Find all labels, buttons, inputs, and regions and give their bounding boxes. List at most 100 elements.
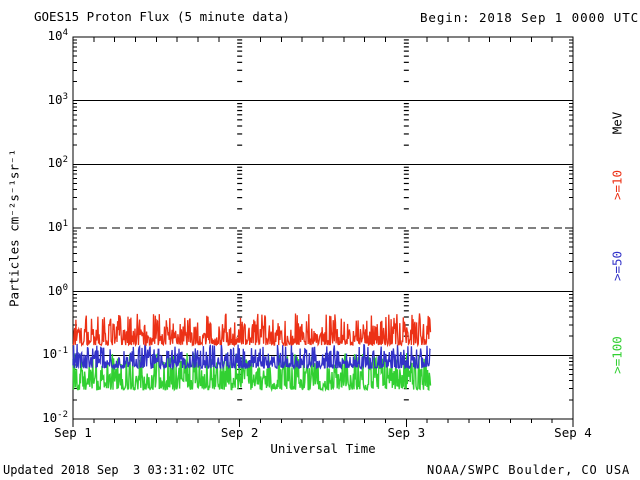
vgrid-dash [403, 61, 409, 63]
vgrid-dash [403, 293, 409, 296]
y-tick-label-1e0: 100 [47, 282, 68, 298]
vgrid-dash [403, 246, 409, 248]
vgrid-dash [403, 189, 409, 191]
vgrid-dash [403, 300, 409, 303]
vgrid-dash [237, 125, 243, 127]
vgrid-dash [237, 260, 243, 262]
y-tick-label-1e4: 104 [47, 28, 68, 44]
vgrid-dash [403, 182, 409, 185]
vgrid-dash [237, 271, 243, 274]
vgrid-dash [237, 144, 243, 146]
vgrid-dash [237, 297, 243, 299]
vgrid-dash [403, 305, 409, 307]
vgrid-dash [403, 316, 409, 318]
vgrid-dash [237, 233, 243, 235]
vgrid-dash [237, 324, 243, 326]
y-tick-label-1e-1: 10-1 [42, 346, 68, 362]
y-tick-label-1e2: 102 [47, 155, 68, 171]
vgrid-dash [237, 109, 243, 112]
vgrid-dash [403, 399, 409, 401]
x-tick-label-sep-2: Sep 2 [220, 425, 259, 440]
vgrid-dash [237, 305, 243, 307]
vgrid-dash [403, 109, 409, 112]
legend-ge100-label: >=100 [609, 336, 625, 374]
chart-title: GOES15 Proton Flux (5 minute data) [34, 9, 290, 24]
vgrid-dash [237, 316, 243, 318]
vgrid-dash [237, 173, 243, 175]
vgrid-dash [403, 310, 409, 312]
vgrid-dash [237, 182, 243, 185]
source-credit: NOAA/SWPC Boulder, CO USA [427, 463, 631, 477]
x-tick-label-sep-1: Sep 1 [54, 425, 92, 440]
vgrid-dash [237, 42, 243, 44]
vgrid-dash [403, 241, 409, 243]
x-tick-label-sep-3: Sep 3 [387, 425, 426, 440]
vgrid-dash [237, 80, 243, 83]
vgrid-dash [237, 55, 243, 57]
vgrid-dash [403, 114, 409, 116]
vgrid-dash [403, 252, 409, 254]
vgrid-dash [403, 42, 409, 44]
vgrid-dash [237, 310, 243, 312]
vgrid-dash [403, 46, 409, 48]
vgrid-dash [237, 46, 243, 48]
vgrid-dash [237, 114, 243, 116]
vgrid-dash [403, 144, 409, 146]
vgrid-dash [237, 169, 243, 172]
vgrid-dash [237, 177, 243, 180]
y-tick-label-1e3: 103 [47, 91, 68, 107]
series-10mev-line [72, 313, 432, 348]
vgrid-dash [403, 230, 409, 232]
vgrid-dash [403, 271, 409, 274]
vgrid-dash [403, 173, 409, 175]
y-tick-label-1e-2: 10-2 [42, 410, 68, 426]
vgrid-dash [237, 241, 243, 243]
x-tick-label-sep-4: Sep 4 [554, 425, 592, 440]
vgrid-dash [403, 208, 409, 210]
vgrid-dash [237, 102, 243, 105]
vgrid-dash [237, 119, 243, 121]
vgrid-dash [237, 388, 243, 390]
vgrid-dash [237, 39, 243, 41]
y-axis-label: Particles cm⁻²s⁻¹sr⁻¹ [6, 148, 22, 308]
vgrid-dash [403, 39, 409, 41]
vgrid-dash [403, 106, 409, 108]
vgrid-dash [403, 166, 409, 168]
vgrid-dash [237, 197, 243, 199]
begin-time-label: Begin: 2018 Sep 1 0000 UTC [420, 10, 640, 25]
vgrid-dash [237, 61, 243, 63]
updated-timestamp: Updated 2018 Sep 3 03:31:02 UTC [3, 463, 235, 477]
vgrid-dash [403, 260, 409, 262]
vgrid-dash [403, 69, 409, 71]
vgrid-dash [237, 50, 243, 52]
vgrid-dash [403, 102, 409, 105]
vgrid-dash [403, 324, 409, 326]
vgrid-dash [403, 80, 409, 83]
legend-ge50-label: >=50 [609, 250, 625, 282]
vgrid-dash [237, 166, 243, 168]
vgrid-dash [403, 177, 409, 180]
vgrid-dash [237, 208, 243, 210]
vgrid-dash [237, 293, 243, 296]
vgrid-dash [237, 252, 243, 254]
vgrid-dash [403, 169, 409, 172]
vgrid-dash [403, 50, 409, 52]
x-axis-label: Universal Time [270, 441, 376, 456]
units-label-mev: MeV [609, 111, 625, 135]
vgrid-dash [237, 230, 243, 232]
vgrid-dash [237, 399, 243, 401]
vgrid-dash [237, 300, 243, 303]
vgrid-dash [237, 246, 243, 248]
vgrid-dash [237, 237, 243, 239]
vgrid-dash [403, 119, 409, 121]
vgrid-dash [237, 133, 243, 135]
legend-ge10-label: >=10 [609, 169, 625, 201]
vgrid-dash [403, 133, 409, 135]
vgrid-dash [237, 106, 243, 108]
vgrid-dash [403, 233, 409, 235]
vgrid-dash [403, 55, 409, 57]
vgrid-dash [403, 297, 409, 299]
series-50mev-line [72, 343, 431, 371]
